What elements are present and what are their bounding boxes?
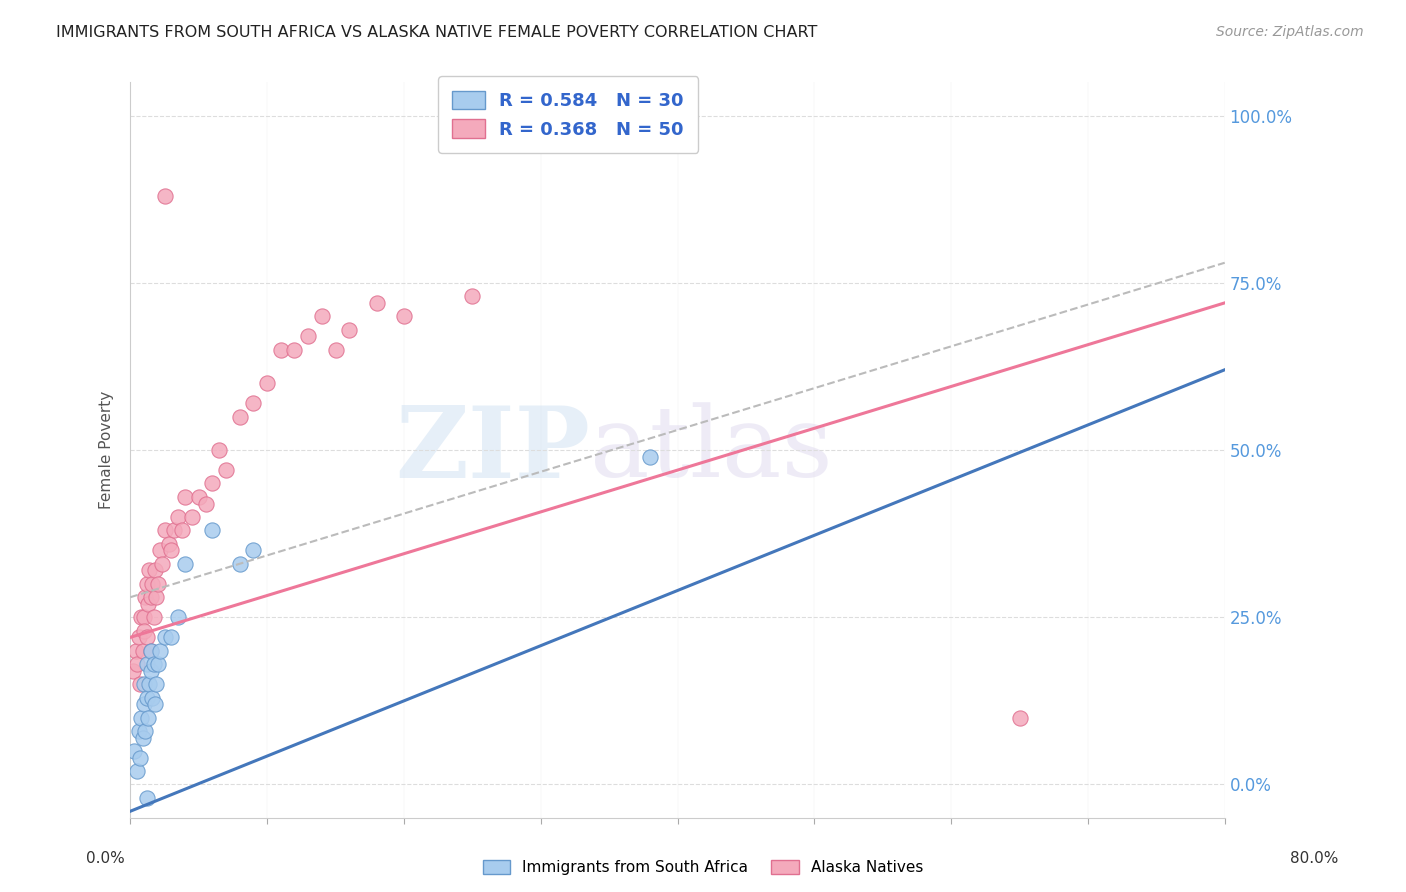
Point	[187, 490, 209, 504]
Point	[337, 323, 360, 337]
Point	[131, 731, 153, 745]
Point	[135, 790, 157, 805]
Point	[1008, 710, 1031, 724]
Point	[141, 577, 163, 591]
Text: atlas: atlas	[591, 402, 832, 498]
Point	[143, 697, 166, 711]
Point	[297, 329, 319, 343]
Point	[153, 524, 176, 538]
Point	[270, 343, 292, 357]
Point	[142, 610, 165, 624]
Point	[638, 450, 661, 464]
Text: Source: ZipAtlas.com: Source: ZipAtlas.com	[1216, 25, 1364, 39]
Point	[145, 590, 167, 604]
Point	[129, 677, 152, 691]
Point	[461, 289, 484, 303]
Point	[138, 677, 160, 691]
Point	[145, 677, 167, 691]
Point	[201, 476, 224, 491]
Point	[146, 657, 169, 671]
Point	[132, 677, 155, 691]
Point	[129, 610, 152, 624]
Point	[129, 750, 152, 764]
Point	[139, 643, 162, 657]
Point	[134, 723, 156, 738]
Point	[149, 543, 172, 558]
Point	[163, 524, 186, 538]
Legend: Immigrants from South Africa, Alaska Natives: Immigrants from South Africa, Alaska Nat…	[475, 852, 931, 882]
Point	[132, 610, 155, 624]
Point	[174, 490, 197, 504]
Point	[132, 697, 155, 711]
Point	[136, 597, 159, 611]
Point	[146, 577, 169, 591]
Point	[366, 296, 388, 310]
Point	[208, 443, 231, 458]
Point	[127, 764, 149, 778]
Text: ZIP: ZIP	[395, 401, 591, 499]
Point	[138, 564, 160, 578]
Point	[167, 610, 190, 624]
Point	[135, 690, 157, 705]
Point	[153, 630, 176, 644]
Point	[128, 723, 150, 738]
Point	[124, 744, 146, 758]
Text: 80.0%: 80.0%	[1291, 851, 1339, 865]
Point	[139, 643, 162, 657]
Point	[215, 463, 238, 477]
Point	[256, 376, 278, 391]
Point	[311, 310, 333, 324]
Point	[392, 310, 415, 324]
Point	[242, 396, 264, 410]
Point	[135, 577, 157, 591]
Point	[128, 630, 150, 644]
Point	[229, 557, 252, 571]
Point	[143, 564, 166, 578]
Point	[125, 643, 148, 657]
Point	[157, 537, 180, 551]
Point	[174, 557, 197, 571]
Point	[134, 590, 156, 604]
Point	[135, 630, 157, 644]
Point	[172, 524, 194, 538]
Y-axis label: Female Poverty: Female Poverty	[100, 391, 114, 509]
Point	[127, 657, 149, 671]
Point	[141, 690, 163, 705]
Point	[150, 557, 173, 571]
Point	[229, 409, 252, 424]
Point	[153, 189, 176, 203]
Point	[132, 624, 155, 638]
Point	[194, 497, 217, 511]
Point	[149, 643, 172, 657]
Point	[131, 643, 153, 657]
Point	[160, 630, 183, 644]
Point	[139, 590, 162, 604]
Point	[201, 524, 224, 538]
Point	[167, 510, 190, 524]
Point	[136, 710, 159, 724]
Point	[242, 543, 264, 558]
Legend: R = 0.584   N = 30, R = 0.368   N = 50: R = 0.584 N = 30, R = 0.368 N = 50	[437, 77, 699, 153]
Text: 0.0%: 0.0%	[86, 851, 125, 865]
Point	[122, 664, 145, 678]
Point	[142, 657, 165, 671]
Point	[325, 343, 347, 357]
Point	[180, 510, 202, 524]
Text: IMMIGRANTS FROM SOUTH AFRICA VS ALASKA NATIVE FEMALE POVERTY CORRELATION CHART: IMMIGRANTS FROM SOUTH AFRICA VS ALASKA N…	[56, 25, 818, 40]
Point	[160, 543, 183, 558]
Point	[139, 664, 162, 678]
Point	[129, 710, 152, 724]
Point	[283, 343, 305, 357]
Point	[135, 657, 157, 671]
